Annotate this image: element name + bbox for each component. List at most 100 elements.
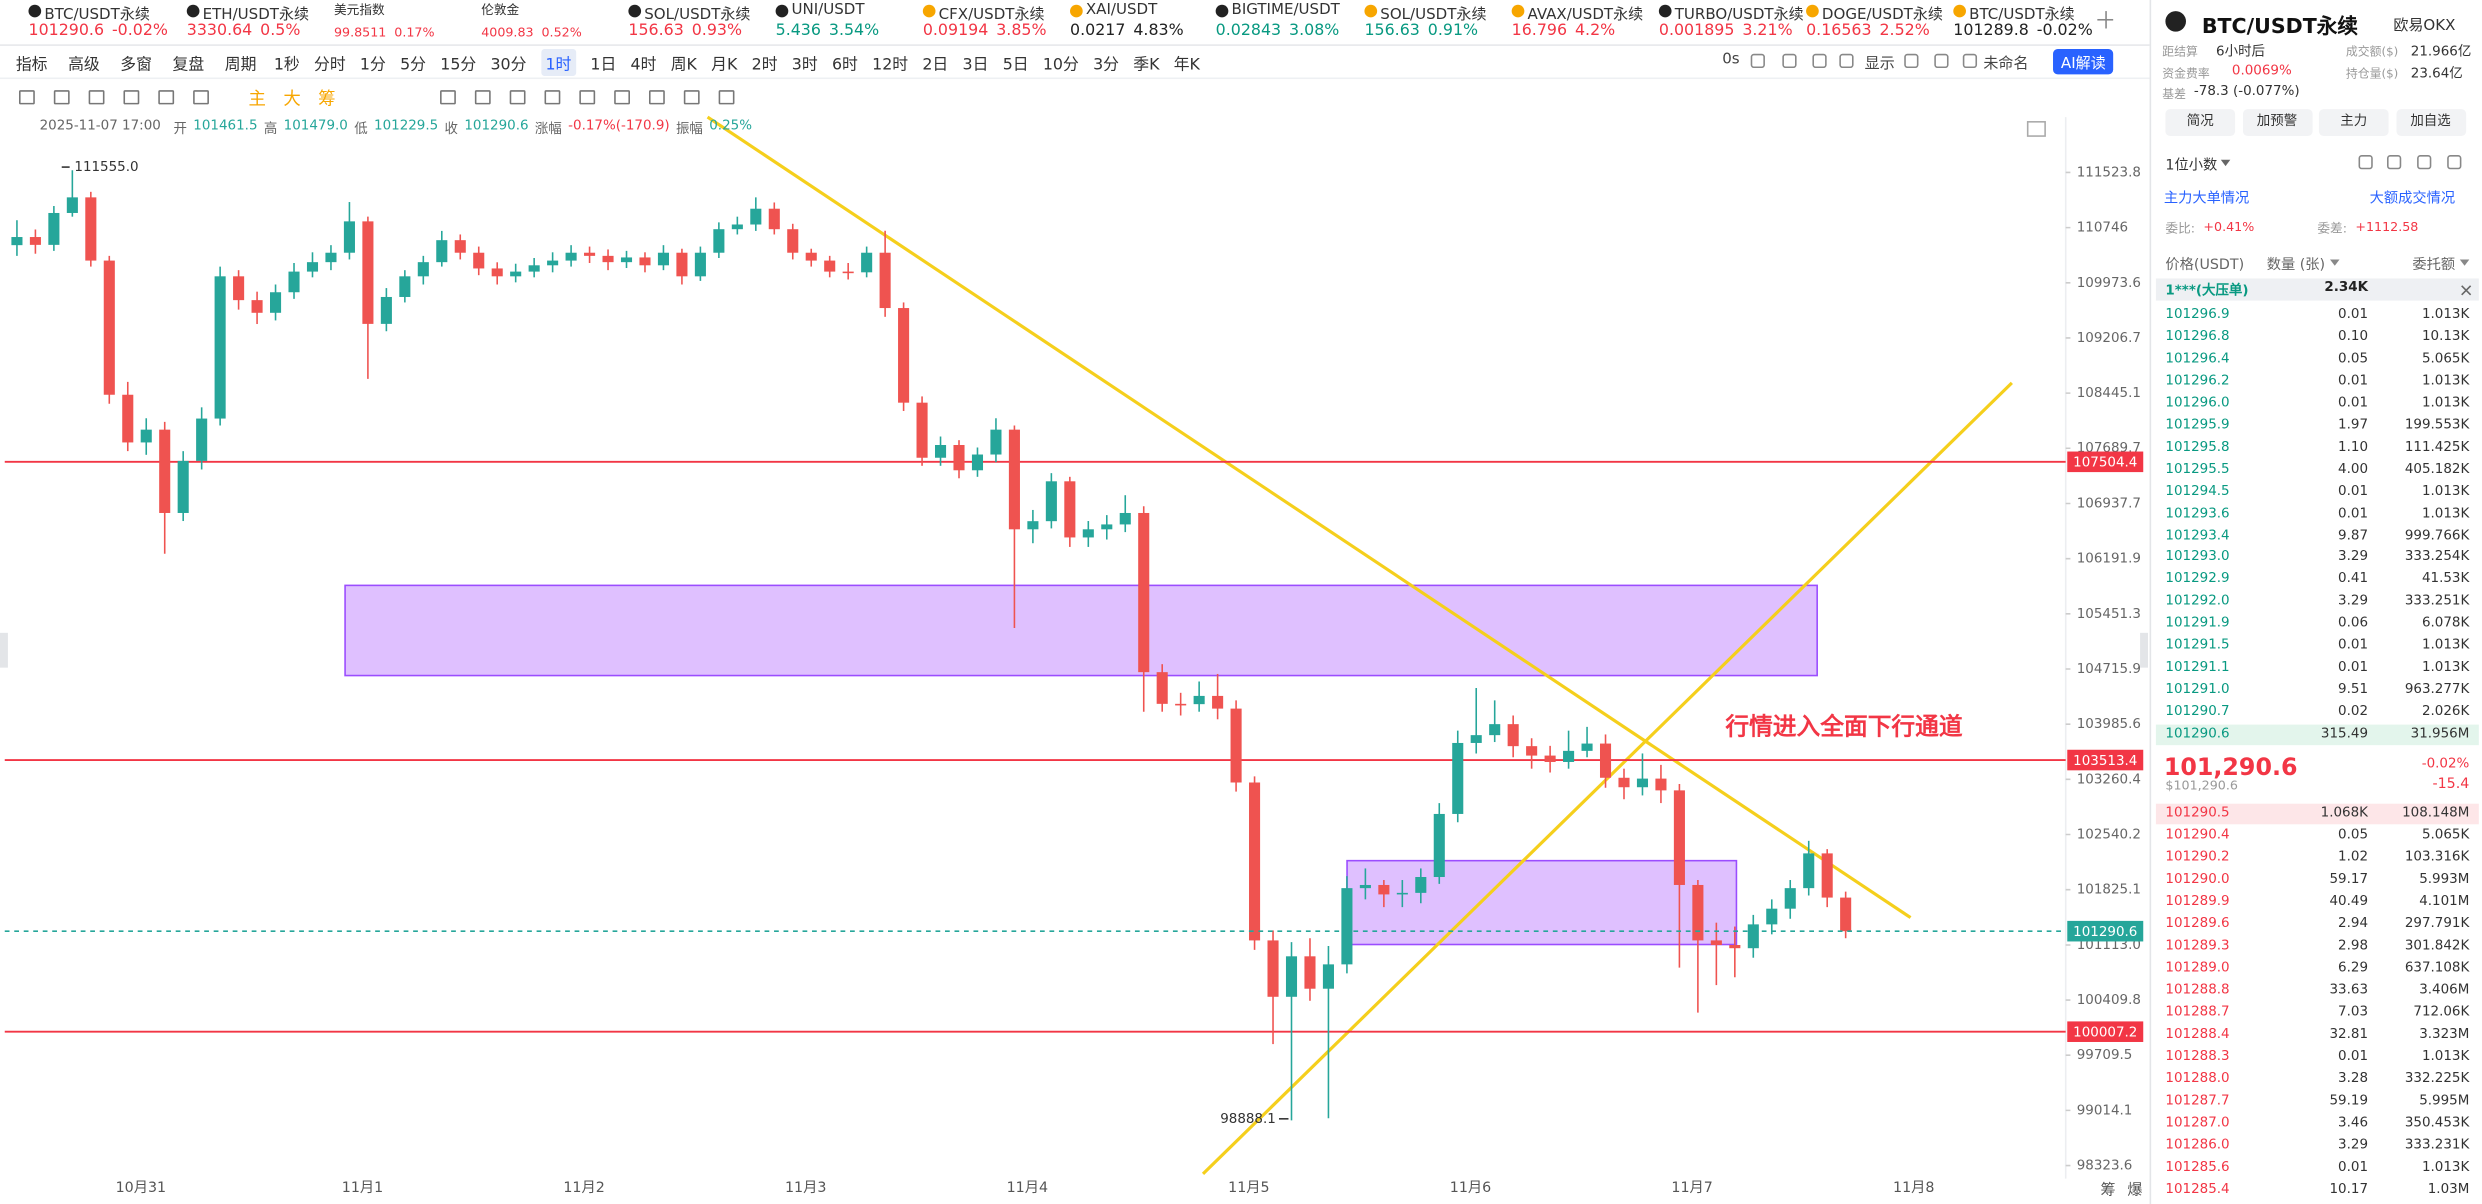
toolbar-right-item[interactable]: 未命名 bbox=[1983, 55, 2029, 73]
dropdown-caret[interactable] bbox=[2220, 159, 2231, 167]
toolbar-right-item[interactable]: 显示 bbox=[1864, 55, 1895, 73]
period-item[interactable]: 12时 bbox=[872, 56, 909, 74]
draw-tool-icon[interactable] bbox=[88, 90, 105, 105]
panel-icon[interactable] bbox=[2387, 155, 2402, 170]
ticker-tab[interactable]: XAI/USDT 0.0217 4.83% bbox=[1070, 0, 1216, 44]
panel-button[interactable]: 简况 bbox=[2165, 109, 2236, 137]
period-item[interactable]: 10分 bbox=[1042, 56, 1079, 74]
toolbar-right-item[interactable]: AI解读 bbox=[2053, 49, 2114, 75]
indicator-toggle[interactable]: 筹 bbox=[318, 88, 336, 110]
book-price: 101294.5 bbox=[2165, 483, 2230, 500]
draw-tool-icon[interactable] bbox=[614, 90, 630, 105]
dropdown-caret[interactable] bbox=[2459, 259, 2470, 266]
draw-tool-icon[interactable] bbox=[579, 90, 596, 105]
ticker-change: -0.02% bbox=[111, 22, 168, 40]
draw-tool-icon[interactable] bbox=[683, 90, 700, 105]
toolbar-item[interactable]: 复盘 bbox=[172, 56, 205, 74]
draw-tool-icon[interactable] bbox=[18, 90, 35, 105]
period-item[interactable]: 月K bbox=[711, 56, 738, 74]
ticker-tab[interactable]: SOL/USDT永续 156.63 0.93% bbox=[628, 0, 774, 44]
period-item[interactable]: 1秒 bbox=[273, 56, 300, 74]
column-header[interactable]: 数量 (张) bbox=[2266, 257, 2326, 274]
decimals-select[interactable]: 1位小数 bbox=[2165, 158, 2218, 175]
period-item[interactable]: 分时 bbox=[314, 56, 346, 74]
draw-tool-icon[interactable] bbox=[509, 90, 526, 105]
toolbar-item[interactable]: 周期 bbox=[224, 56, 257, 74]
tool-icon[interactable] bbox=[1904, 53, 1919, 69]
period-item[interactable]: 3时 bbox=[791, 56, 818, 74]
ticker-tab[interactable]: UNI/USDT 5.436 3.54% bbox=[775, 0, 922, 44]
panel-button[interactable]: 主力 bbox=[2318, 109, 2389, 137]
ticker-tab[interactable]: BTC/USDT永续 101290.6 -0.02% bbox=[28, 0, 174, 44]
ticker-tab[interactable]: TURBO/USDT永续 0.001895 3.21% bbox=[1658, 0, 1805, 44]
toolbar-item[interactable]: 多窗 bbox=[120, 56, 152, 74]
fullscreen-icon[interactable] bbox=[2026, 121, 2046, 137]
panel-icon[interactable] bbox=[2417, 155, 2432, 170]
period-item[interactable]: 4时 bbox=[630, 56, 657, 74]
ticker-price: 99.8511 bbox=[333, 25, 387, 40]
period-item[interactable]: 年K bbox=[1173, 56, 1200, 74]
exchange[interactable]: 欧易OKX bbox=[2393, 17, 2456, 35]
period-item[interactable]: 1时 bbox=[540, 48, 577, 76]
ticker-tab[interactable]: ETH/USDT永续 3330.64 0.5% bbox=[186, 0, 333, 44]
corner-button[interactable]: 爆 bbox=[2127, 1181, 2143, 1200]
book-amount: 333.231K bbox=[2404, 1137, 2470, 1154]
period-item[interactable]: 30分 bbox=[490, 56, 527, 74]
period-item[interactable]: 5分 bbox=[400, 56, 426, 74]
toolbar-item[interactable]: 高级 bbox=[68, 56, 100, 74]
indicator-toggle[interactable]: 大 bbox=[283, 88, 301, 110]
draw-tool-icon[interactable] bbox=[123, 90, 140, 105]
draw-tool-icon[interactable] bbox=[474, 90, 491, 105]
dropdown-caret[interactable] bbox=[2330, 259, 2340, 266]
period-item[interactable]: 2日 bbox=[922, 56, 949, 74]
period-item[interactable]: 2时 bbox=[751, 56, 778, 74]
panel-icon[interactable] bbox=[2358, 155, 2373, 170]
collapse-handle[interactable] bbox=[2140, 632, 2148, 668]
ticker-tab[interactable]: DOGE/USDT永续 0.16563 2.52% bbox=[1806, 0, 1952, 44]
book-price: 101285.6 bbox=[2165, 1159, 2230, 1176]
period-item[interactable]: 1分 bbox=[359, 56, 386, 74]
ticker-tab[interactable]: AVAX/USDT永续 16.796 4.2% bbox=[1511, 0, 1658, 44]
tool-icon[interactable] bbox=[1934, 53, 1949, 69]
link[interactable]: 主力大单情况 bbox=[2163, 191, 2250, 208]
collapse-handle[interactable] bbox=[0, 632, 8, 668]
draw-tool-icon[interactable] bbox=[158, 90, 175, 105]
ticker-tab[interactable]: BTC/USDT永续 101289.8 -0.02% bbox=[1953, 0, 2099, 44]
tool-icon[interactable] bbox=[1782, 53, 1797, 69]
draw-tool-icon[interactable] bbox=[718, 90, 735, 105]
draw-tool-icon[interactable] bbox=[193, 90, 209, 105]
indicator-toggle[interactable]: 主 bbox=[248, 88, 266, 110]
period-item[interactable]: 周K bbox=[670, 56, 697, 74]
add-tab[interactable] bbox=[2105, 11, 2107, 29]
period-item[interactable]: 5日 bbox=[1002, 56, 1029, 74]
tool-icon[interactable] bbox=[1750, 53, 1765, 69]
period-item[interactable]: 15分 bbox=[440, 56, 477, 74]
panel-button[interactable]: 加自选 bbox=[2395, 109, 2466, 137]
panel-button[interactable]: 加预警 bbox=[2242, 109, 2312, 137]
tool-icon[interactable] bbox=[1962, 53, 1978, 69]
period-item[interactable]: 3日 bbox=[962, 56, 989, 74]
book-qty: 1.10 bbox=[2338, 439, 2369, 456]
panel-icon[interactable] bbox=[2447, 155, 2462, 170]
corner-button[interactable]: 筹 bbox=[2100, 1181, 2116, 1200]
period-item[interactable]: 季K bbox=[1133, 56, 1160, 74]
period-item[interactable]: 1日 bbox=[590, 56, 617, 74]
draw-tool-icon[interactable] bbox=[648, 90, 665, 105]
tool-icon[interactable] bbox=[1839, 53, 1854, 69]
link[interactable]: 大额成交情况 bbox=[2369, 191, 2456, 208]
draw-tool-icon[interactable] bbox=[544, 90, 561, 105]
toolbar-right-item[interactable]: 0s bbox=[1722, 50, 1740, 69]
column-header[interactable]: 委托额 bbox=[2412, 257, 2456, 274]
draw-tool-icon[interactable] bbox=[53, 90, 70, 105]
toolbar-item[interactable]: 指标 bbox=[15, 56, 48, 74]
ticker-tab[interactable]: BIGTIME/USDT 0.02843 3.08% bbox=[1215, 0, 1362, 44]
period-item[interactable]: 3分 bbox=[1093, 56, 1120, 74]
tool-icon[interactable] bbox=[1812, 53, 1827, 69]
ticker-tab[interactable]: 伦敦金 4009.83 0.52% bbox=[481, 0, 627, 44]
ticker-tab[interactable]: SOL/USDT永续 156.63 0.91% bbox=[1364, 0, 1510, 44]
candle-body bbox=[29, 237, 41, 245]
ticker-tab[interactable]: CFX/USDT永续 0.09194 3.85% bbox=[922, 0, 1069, 44]
draw-tool-icon[interactable] bbox=[440, 90, 456, 105]
period-item[interactable]: 6时 bbox=[831, 56, 858, 74]
ticker-tab[interactable]: 美元指数 99.8511 0.17% bbox=[334, 0, 480, 44]
